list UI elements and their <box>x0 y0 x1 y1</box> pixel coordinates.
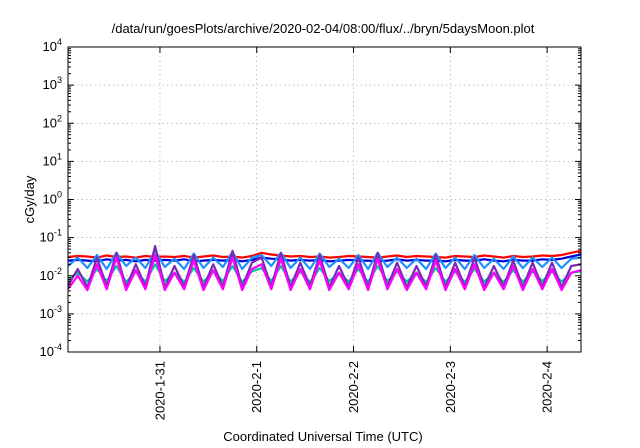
x-tick-label: 2020-1-31 <box>152 361 167 420</box>
y-tick-label: 100 <box>43 190 62 207</box>
data-series-group <box>68 245 581 292</box>
chart-title: /data/run/goesPlots/archive/2020-02-04/0… <box>112 21 535 36</box>
x-axis-ticks: 2020-1-31 2020-2-1 2020-2-2 2020-2-3 2020-2-… <box>152 47 555 420</box>
x-tick-label: 2020-2-3 <box>443 361 458 413</box>
y-tick-label: 10-2 <box>40 266 62 283</box>
x-axis-label: Coordinated Universal Time (UTC) <box>223 429 422 444</box>
y-tick-label: 104 <box>43 37 62 54</box>
y-tick-label: 103 <box>43 75 62 92</box>
y-axis-ticks: 10-4 10-3 10-2 10-1 100 101 102 103 104 <box>40 37 581 359</box>
series-line-6 <box>68 253 581 292</box>
x-tick-label: 2020-2-2 <box>346 361 361 413</box>
x-tick-label: 2020-2-4 <box>540 361 555 413</box>
y-tick-label: 10-4 <box>40 342 62 359</box>
y-tick-label: 102 <box>43 113 62 130</box>
series-line-5 <box>68 245 581 289</box>
y-tick-label: 101 <box>43 151 62 168</box>
x-tick-label: 2020-2-1 <box>249 361 264 413</box>
y-axis-label: cGy/day <box>22 175 37 223</box>
y-tick-label: 10-1 <box>40 228 62 245</box>
y-tick-label: 10-3 <box>40 304 62 321</box>
